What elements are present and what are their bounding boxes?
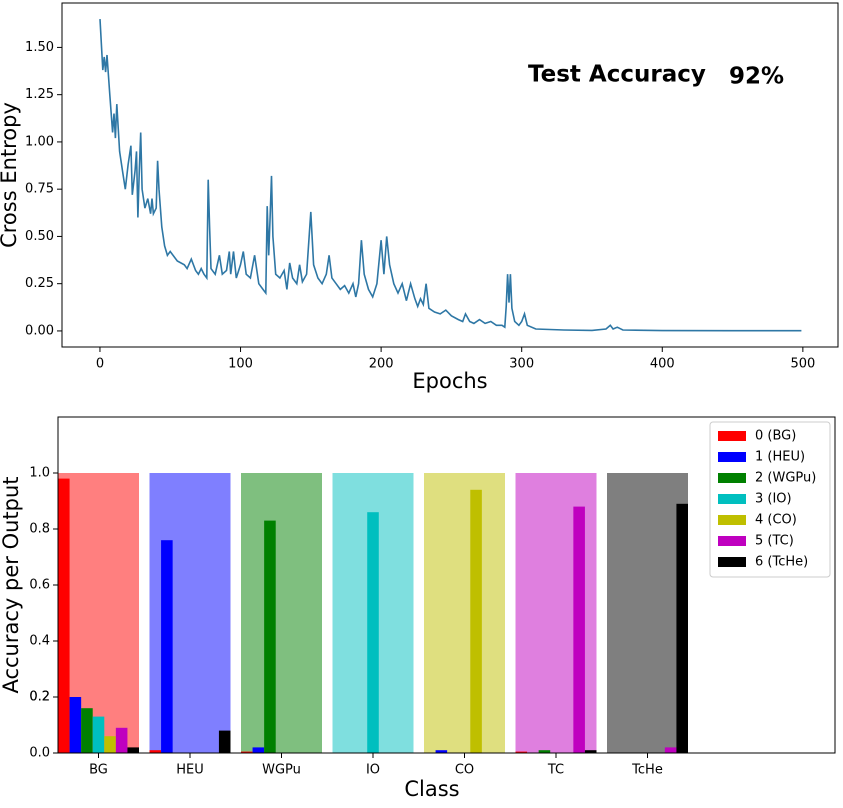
- bar: [69, 697, 82, 753]
- legend-label: 4 (CO): [755, 513, 797, 528]
- plot-frame: [57, 416, 836, 754]
- bar: [104, 736, 116, 753]
- x-tick-label: 100: [228, 357, 253, 372]
- legend-label: 5 (TC): [755, 534, 794, 549]
- bar: [676, 503, 688, 753]
- x-tick-label: TcHe: [631, 763, 663, 778]
- legend-label: 2 (WGPu): [755, 471, 816, 486]
- y-tick-label: 0.50: [25, 229, 54, 244]
- legend-swatch: [718, 557, 746, 567]
- bar: [161, 540, 173, 753]
- bar: [470, 489, 482, 753]
- legend-label: 1 (HEU): [755, 450, 805, 465]
- bar: [252, 747, 265, 753]
- loss-line: [99, 19, 802, 332]
- bar: [218, 730, 231, 753]
- bar: [127, 747, 139, 753]
- class-background: [241, 473, 322, 753]
- x-tick-label: 300: [509, 357, 534, 372]
- y-tick-label: 0.2: [29, 690, 50, 705]
- bar: [58, 478, 70, 753]
- x-tick-label: TC: [547, 763, 564, 778]
- x-tick-label: 200: [369, 357, 394, 372]
- y-tick-label: 0.25: [25, 276, 54, 291]
- x-tick-label: HEU: [176, 763, 204, 778]
- legend-label: 0 (BG): [755, 429, 796, 444]
- y-tick-label: 0.8: [29, 522, 50, 537]
- legend-swatch: [718, 536, 746, 546]
- legend-label: 6 (TcHe): [755, 555, 808, 570]
- y-tick-label: 0.00: [25, 323, 54, 338]
- x-tick-label: IO: [366, 763, 380, 778]
- y-axis-label: Cross Entropy: [0, 102, 21, 248]
- annotation: 92%: [729, 64, 784, 90]
- y-tick-label: 1.00: [25, 134, 54, 149]
- bar: [435, 750, 448, 753]
- bar: [149, 750, 162, 753]
- x-tick-label: 500: [790, 357, 815, 372]
- bar: [264, 520, 276, 753]
- y-tick-label: 0.0: [29, 746, 50, 761]
- y-tick-label: 0.75: [25, 182, 54, 197]
- x-axis-label: Epochs: [412, 369, 487, 393]
- bar: [664, 747, 677, 753]
- annotation: Test Accuracy: [528, 62, 706, 88]
- x-tick-label: WGPu: [262, 763, 301, 778]
- x-tick-label: 0: [96, 357, 104, 372]
- bar: [92, 716, 105, 753]
- y-tick-label: 1.50: [25, 40, 54, 55]
- bar: [81, 708, 93, 753]
- y-tick-label: 0.2: [29, 690, 50, 705]
- bar: [584, 750, 597, 753]
- bar: [573, 506, 585, 753]
- x-tick-label: CO: [455, 763, 474, 778]
- bar: [115, 727, 128, 753]
- y-tick-label: 1.25: [25, 87, 54, 102]
- bar: [538, 750, 551, 753]
- x-axis-label: Class: [404, 777, 459, 801]
- bar: [515, 751, 528, 753]
- legend-swatch: [718, 473, 746, 483]
- y-tick-label: 0.6: [29, 578, 50, 593]
- legend-swatch: [718, 452, 746, 462]
- y-tick-label: 0.4: [29, 634, 50, 649]
- bar: [241, 751, 253, 753]
- y-tick-label: 1.0: [29, 466, 50, 481]
- legend-label: 3 (IO): [755, 492, 792, 507]
- class-background: [607, 473, 688, 753]
- bar: [367, 512, 379, 753]
- x-tick-label: BG: [89, 763, 108, 778]
- legend-swatch: [718, 431, 746, 441]
- class-background: [424, 473, 505, 753]
- plot-frame: [61, 2, 839, 348]
- legend-swatch: [718, 515, 746, 525]
- x-tick-label: 400: [650, 357, 675, 372]
- y-axis-label: Accuracy per Output: [0, 476, 23, 693]
- legend-swatch: [718, 494, 746, 504]
